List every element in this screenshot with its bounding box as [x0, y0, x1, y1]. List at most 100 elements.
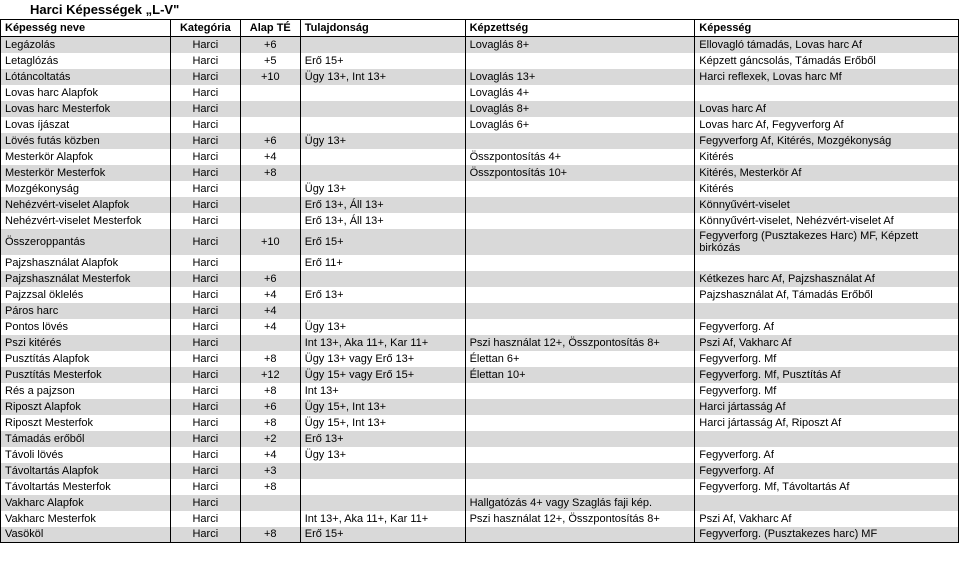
header-skill: Képzettség	[465, 20, 695, 37]
cell-name: Nehézvért-viselet Mesterfok	[1, 213, 171, 229]
cell-te	[240, 495, 300, 511]
cell-te: +6	[240, 37, 300, 53]
cell-skill	[465, 319, 695, 335]
cell-ability: Fegyverforg. Mf, Távoltartás Af	[695, 479, 959, 495]
cell-te: +2	[240, 431, 300, 447]
table-row: ÖsszeroppantásHarci+10Erő 15+Fegyverforg…	[1, 229, 959, 255]
table-row: Távoltartás MesterfokHarci+8Fegyverforg.…	[1, 479, 959, 495]
cell-category: Harci	[170, 69, 240, 85]
cell-skill: Hallgatózás 4+ vagy Szaglás faji kép.	[465, 495, 695, 511]
cell-te: +4	[240, 303, 300, 319]
cell-skill: Élettan 6+	[465, 351, 695, 367]
cell-attribute: Erő 15+	[300, 53, 465, 69]
cell-ability	[695, 85, 959, 101]
cell-ability: Ellovagló támadás, Lovas harc Af	[695, 37, 959, 53]
cell-name: Vasököl	[1, 527, 171, 543]
cell-category: Harci	[170, 383, 240, 399]
cell-skill: Lovaglás 8+	[465, 101, 695, 117]
table-row: Pszi kitérésHarciInt 13+, Aka 11+, Kar 1…	[1, 335, 959, 351]
cell-attribute: Erő 13+, Áll 13+	[300, 213, 465, 229]
cell-te: +6	[240, 133, 300, 149]
cell-te: +6	[240, 399, 300, 415]
cell-te: +5	[240, 53, 300, 69]
cell-ability	[695, 255, 959, 271]
cell-name: Letaglózás	[1, 53, 171, 69]
cell-skill	[465, 527, 695, 543]
cell-ability	[695, 303, 959, 319]
cell-skill: Lovaglás 4+	[465, 85, 695, 101]
table-row: Pusztítás MesterfokHarci+12Ügy 15+ vagy …	[1, 367, 959, 383]
cell-category: Harci	[170, 463, 240, 479]
cell-name: Riposzt Mesterfok	[1, 415, 171, 431]
cell-te: +10	[240, 69, 300, 85]
cell-category: Harci	[170, 85, 240, 101]
table-row: Riposzt MesterfokHarci+8Ügy 15+, Int 13+…	[1, 415, 959, 431]
cell-category: Harci	[170, 367, 240, 383]
cell-ability: Kitérés	[695, 181, 959, 197]
cell-category: Harci	[170, 37, 240, 53]
table-row: Pajzzsal öklelésHarci+4Erő 13+Pajzshaszn…	[1, 287, 959, 303]
cell-name: Pajzshasználat Alapfok	[1, 255, 171, 271]
cell-name: Lövés futás közben	[1, 133, 171, 149]
cell-ability: Fegyverforg. Af	[695, 319, 959, 335]
cell-category: Harci	[170, 181, 240, 197]
cell-name: Pusztítás Alapfok	[1, 351, 171, 367]
cell-ability: Kétkezes harc Af, Pajzshasználat Af	[695, 271, 959, 287]
cell-category: Harci	[170, 117, 240, 133]
cell-te	[240, 213, 300, 229]
cell-te	[240, 101, 300, 117]
cell-attribute	[300, 495, 465, 511]
cell-attribute: Erő 11+	[300, 255, 465, 271]
cell-name: Pszi kitérés	[1, 335, 171, 351]
cell-name: Rés a pajzson	[1, 383, 171, 399]
cell-name: Lovas harc Mesterfok	[1, 101, 171, 117]
cell-te: +8	[240, 479, 300, 495]
cell-name: Páros harc	[1, 303, 171, 319]
cell-category: Harci	[170, 213, 240, 229]
cell-te: +8	[240, 383, 300, 399]
table-row: Páros harcHarci+4	[1, 303, 959, 319]
cell-category: Harci	[170, 495, 240, 511]
cell-attribute: Ügy 13+	[300, 319, 465, 335]
cell-ability: Harci reflexek, Lovas harc Mf	[695, 69, 959, 85]
cell-category: Harci	[170, 415, 240, 431]
table-row: Pajzshasználat MesterfokHarci+6Kétkezes …	[1, 271, 959, 287]
table-row: Nehézvért-viselet MesterfokHarci Erő 13+,…	[1, 213, 959, 229]
cell-category: Harci	[170, 271, 240, 287]
cell-attribute: Ügy 13+	[300, 133, 465, 149]
cell-skill	[465, 399, 695, 415]
cell-skill: Pszi használat 12+, Összpontosítás 8+	[465, 511, 695, 527]
cell-skill	[465, 133, 695, 149]
cell-ability	[695, 431, 959, 447]
header-attribute: Tulajdonság	[300, 20, 465, 37]
cell-te: +4	[240, 287, 300, 303]
cell-skill	[465, 287, 695, 303]
table-row: Mesterkör MesterfokHarci+8Összpontosítás…	[1, 165, 959, 181]
cell-attribute	[300, 303, 465, 319]
cell-category: Harci	[170, 351, 240, 367]
cell-attribute: Erő 15+	[300, 527, 465, 543]
cell-attribute: Int 13+, Aka 11+, Kar 11+	[300, 335, 465, 351]
cell-skill: Összpontosítás 4+	[465, 149, 695, 165]
cell-skill: Lovaglás 8+	[465, 37, 695, 53]
cell-name: Pontos lövés	[1, 319, 171, 335]
abilities-table: Képesség neve Kategória Alap TÉ Tulajdon…	[0, 19, 959, 543]
cell-te	[240, 85, 300, 101]
cell-attribute: Erő 13+, Áll 13+	[300, 197, 465, 213]
cell-name: Nehézvért-viselet Alapfok	[1, 197, 171, 213]
cell-name: Lovas harc Alapfok	[1, 85, 171, 101]
cell-name: Lovas íjászat	[1, 117, 171, 133]
cell-category: Harci	[170, 287, 240, 303]
cell-category: Harci	[170, 165, 240, 181]
table-row: Pontos lövésHarci+4Ügy 13+Fegyverforg. A…	[1, 319, 959, 335]
cell-name: Vakharc Mesterfok	[1, 511, 171, 527]
cell-name: Mozgékonyság	[1, 181, 171, 197]
table-row: Riposzt AlapfokHarci+6Ügy 15+, Int 13+Ha…	[1, 399, 959, 415]
cell-ability: Lovas harc Af	[695, 101, 959, 117]
cell-name: Vakharc Alapfok	[1, 495, 171, 511]
table-row: LegázolásHarci+6Lovaglás 8+Ellovagló tám…	[1, 37, 959, 53]
cell-category: Harci	[170, 229, 240, 255]
cell-category: Harci	[170, 431, 240, 447]
cell-skill	[465, 229, 695, 255]
cell-te	[240, 181, 300, 197]
